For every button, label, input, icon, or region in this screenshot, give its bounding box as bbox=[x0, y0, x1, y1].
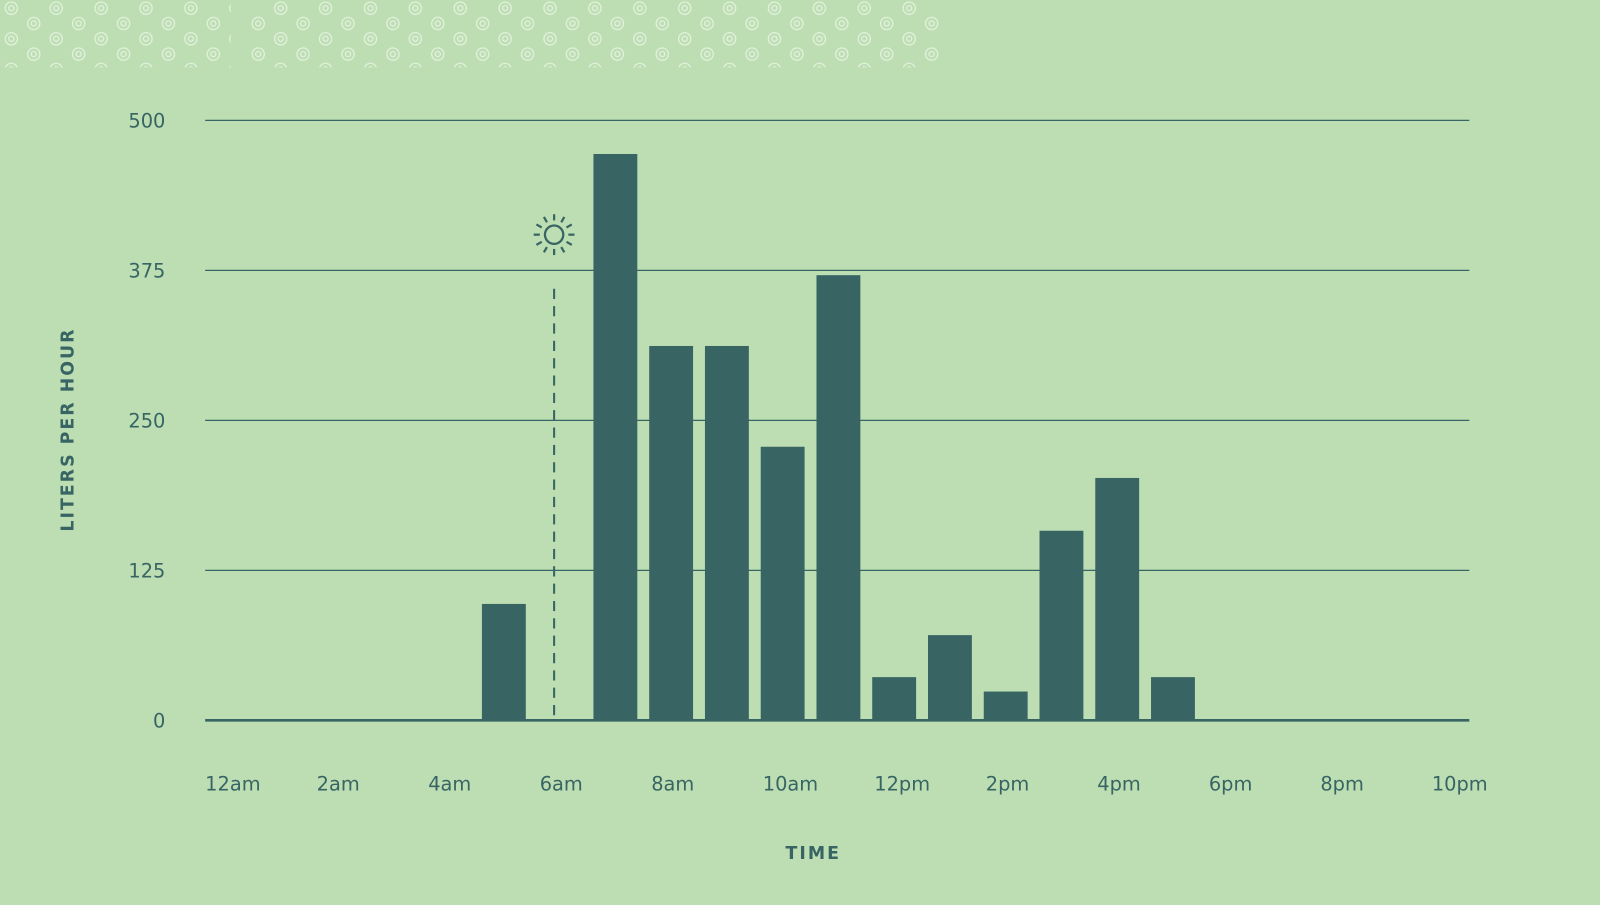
bar-8am bbox=[649, 345, 694, 721]
x-axis-label: TIME bbox=[786, 844, 842, 864]
x-tick-label: 10pm bbox=[1432, 773, 1488, 796]
sun-ray bbox=[542, 246, 548, 253]
sun-ray bbox=[560, 216, 566, 223]
sun-ray bbox=[535, 223, 543, 229]
bar-4pm bbox=[1095, 477, 1140, 721]
bar-7am bbox=[593, 153, 638, 721]
x-tick-label: 4pm bbox=[1097, 773, 1140, 796]
sun-ray bbox=[560, 246, 566, 253]
bar-1pm bbox=[927, 635, 972, 721]
decorative-pattern-left bbox=[0, 0, 231, 68]
x-tick-label: 2am bbox=[317, 773, 360, 796]
bar-5am bbox=[481, 603, 526, 721]
x-tick-label: 12pm bbox=[874, 773, 930, 796]
bar-5pm bbox=[1151, 677, 1195, 721]
y-tick-label: 500 bbox=[128, 110, 165, 133]
sun-ray bbox=[535, 240, 543, 246]
bar-10am bbox=[760, 446, 805, 721]
x-tick-label: 10am bbox=[763, 773, 818, 796]
bar-12pm bbox=[872, 677, 917, 721]
bar-2pm bbox=[983, 691, 1028, 721]
sunrise-marker bbox=[533, 214, 575, 721]
sun-ray bbox=[542, 216, 548, 223]
x-tick-label: 6am bbox=[540, 773, 583, 796]
sun-ray bbox=[565, 240, 573, 246]
x-tick-label: 8pm bbox=[1320, 773, 1364, 796]
y-tick-label: 250 bbox=[128, 410, 165, 433]
x-tick-label: 4am bbox=[428, 773, 471, 796]
x-tick-label: 6pm bbox=[1209, 773, 1253, 796]
sun-icon bbox=[533, 214, 575, 256]
bar-9am bbox=[704, 345, 749, 721]
sun-ray bbox=[565, 223, 573, 229]
y-tick-label: 125 bbox=[128, 559, 165, 582]
x-tick-label: 8am bbox=[651, 773, 694, 796]
decorative-pattern-right bbox=[242, 0, 941, 68]
x-tick-label: 12am bbox=[205, 773, 260, 796]
bar-3pm bbox=[1039, 530, 1084, 721]
y-tick-label: 0 bbox=[153, 709, 165, 732]
x-tick-label: 2pm bbox=[986, 773, 1029, 796]
bar-11am bbox=[816, 275, 861, 721]
y-tick-label: 375 bbox=[128, 260, 165, 283]
y-axis-label: LITERS PER HOUR bbox=[59, 327, 79, 531]
